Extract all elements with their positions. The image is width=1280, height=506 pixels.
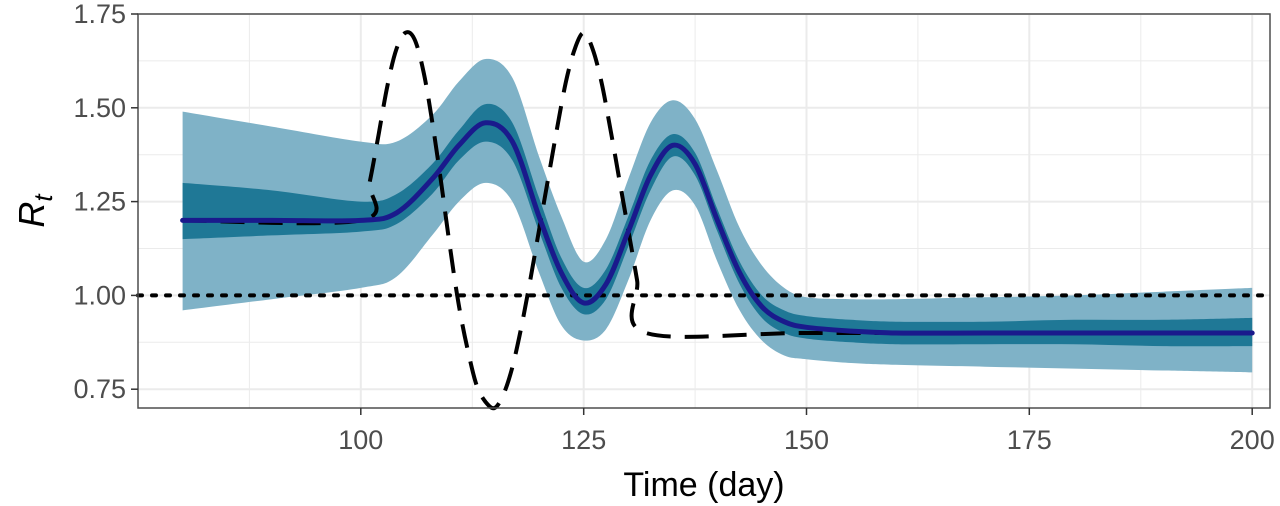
x-tick-label: 125 [561,425,606,455]
estimate-line [180,120,1255,336]
y-tick-label: 0.75 [73,374,126,404]
y-tick-label: 1.75 [73,0,126,29]
x-axis-title: Time (day) [623,466,784,504]
axes: 100 125 150 175 200 0.75 1.00 1.25 1.50 1.75 [73,0,1274,455]
x-tick-label: 150 [784,425,829,455]
x-tick-label: 100 [338,425,383,455]
panel-border [137,13,1271,409]
y-tick-label: 1.25 [73,187,126,217]
y-tick-label: 1.50 [73,93,126,123]
y-tick-label: 1.00 [73,280,126,310]
true-rt-line [182,30,1253,411]
x-tick-label: 175 [1007,425,1052,455]
x-tick-label: 200 [1230,425,1275,455]
y-axis-title: Rt [11,193,58,228]
